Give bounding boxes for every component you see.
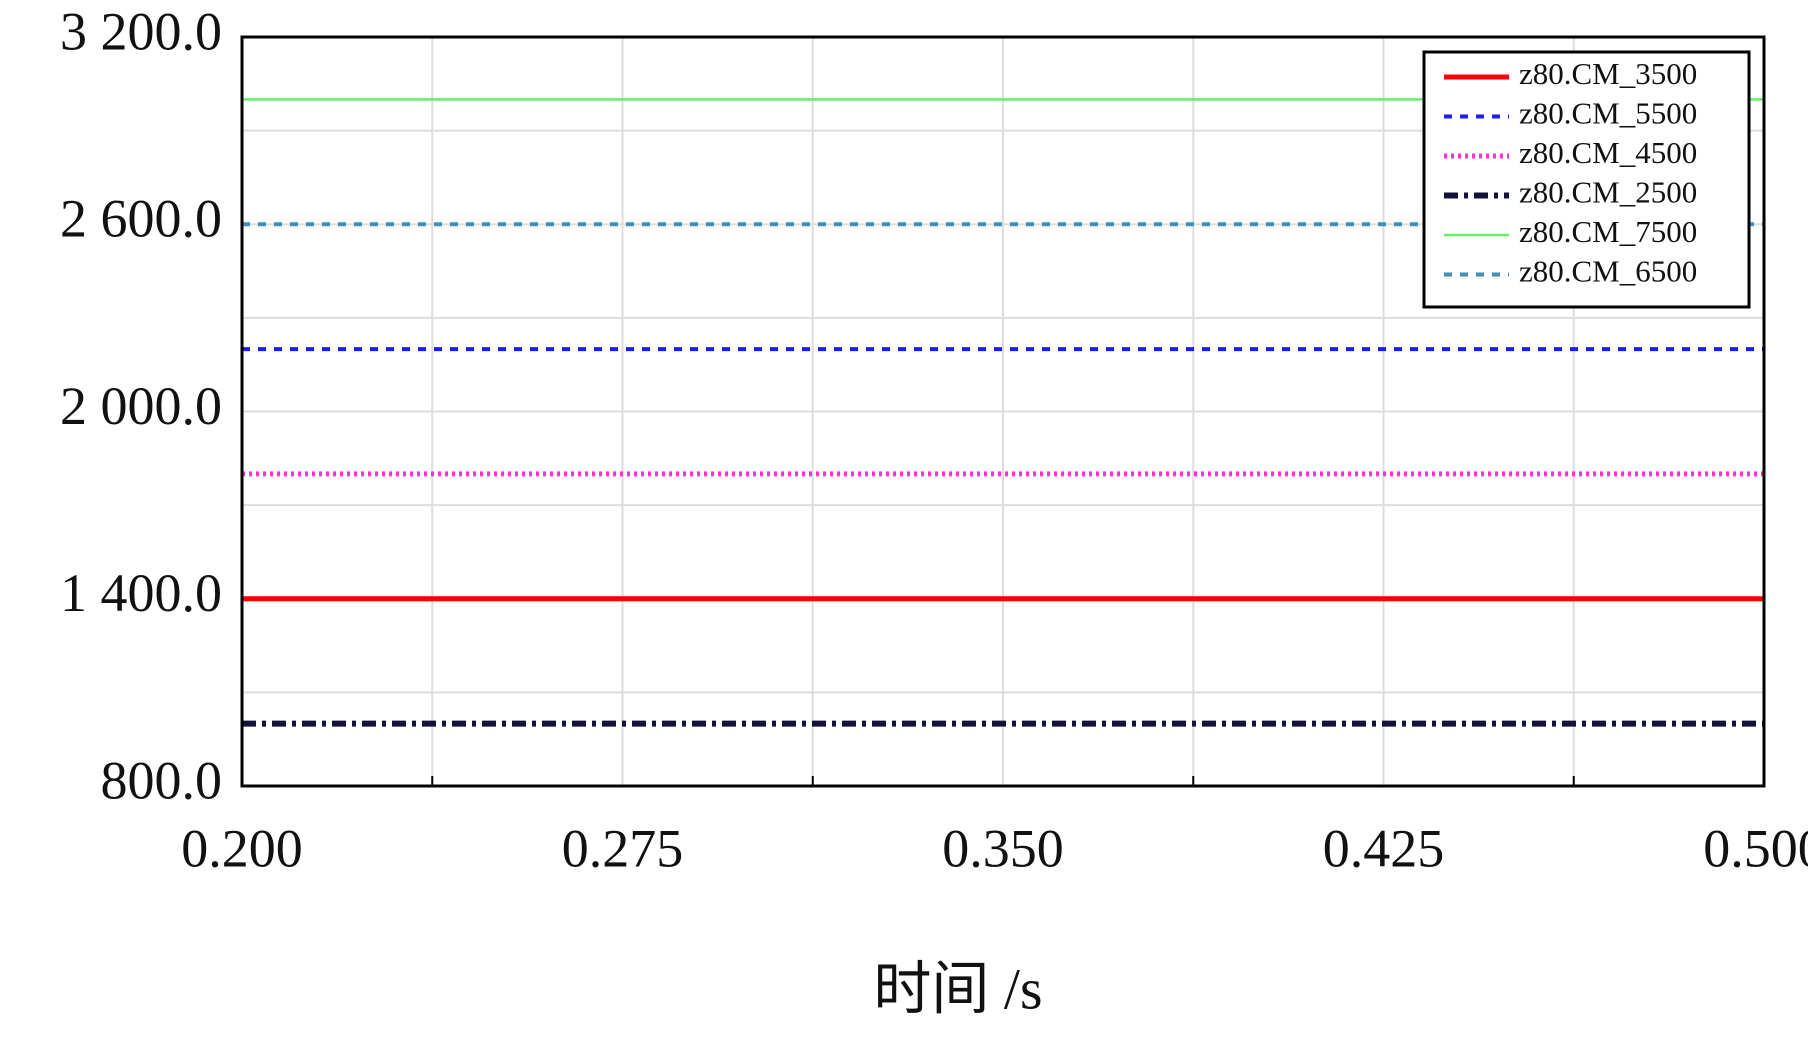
y-tick-label: 3 200.0 bbox=[60, 1, 222, 61]
x-axis-label: 时间 /s bbox=[873, 956, 1042, 1021]
x-tick-label: 0.350 bbox=[942, 818, 1064, 878]
x-tick-label: 0.275 bbox=[562, 818, 684, 878]
y-tick-label: 2 000.0 bbox=[60, 376, 222, 436]
plot-frame bbox=[240, 35, 1766, 788]
legend-box bbox=[1422, 50, 1751, 309]
x-tick-label: 0.425 bbox=[1323, 818, 1445, 878]
y-tick-label: 800.0 bbox=[101, 750, 223, 810]
legend-label: z80.CM_7500 bbox=[1519, 214, 1697, 249]
legend-label: z80.CM_3500 bbox=[1519, 56, 1697, 91]
x-tick-label: 0.200 bbox=[181, 818, 303, 878]
x-tick-label: 0.500 bbox=[1703, 818, 1808, 878]
y-tick-label: 2 600.0 bbox=[60, 189, 222, 249]
legend-label: z80.CM_6500 bbox=[1519, 254, 1697, 289]
legend-label: z80.CM_2500 bbox=[1519, 175, 1697, 210]
legend-label: z80.CM_5500 bbox=[1519, 96, 1697, 131]
y-tick-label: 1 400.0 bbox=[60, 563, 222, 623]
legend-label: z80.CM_4500 bbox=[1519, 135, 1697, 170]
